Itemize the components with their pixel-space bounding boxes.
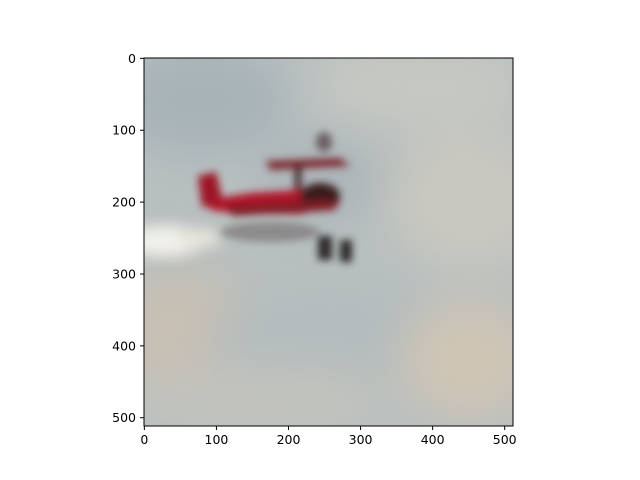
- axes-frame: [143, 57, 514, 427]
- y-tick-label: 300: [112, 266, 136, 281]
- y-tick-label: 100: [112, 123, 136, 138]
- x-tick-label: 0: [140, 432, 148, 447]
- smoke-trail: [144, 225, 222, 257]
- x-tick-label: 300: [349, 432, 373, 447]
- biplane: [198, 132, 352, 262]
- y-tick-label: 0: [128, 51, 136, 66]
- x-tick-label: 400: [421, 432, 445, 447]
- y-axis: 0 100 200 300 400 500: [112, 51, 144, 425]
- y-tick-label: 500: [112, 410, 136, 425]
- y-tick-label: 400: [112, 338, 136, 353]
- sky-photo: [144, 58, 513, 426]
- x-tick-label: 200: [277, 432, 301, 447]
- x-axis: 0 100 200 300 400 500: [140, 426, 517, 447]
- x-tick-label: 500: [493, 432, 517, 447]
- x-tick-label: 100: [205, 432, 229, 447]
- sky-clouds: [144, 58, 513, 426]
- y-tick-label: 200: [112, 195, 136, 210]
